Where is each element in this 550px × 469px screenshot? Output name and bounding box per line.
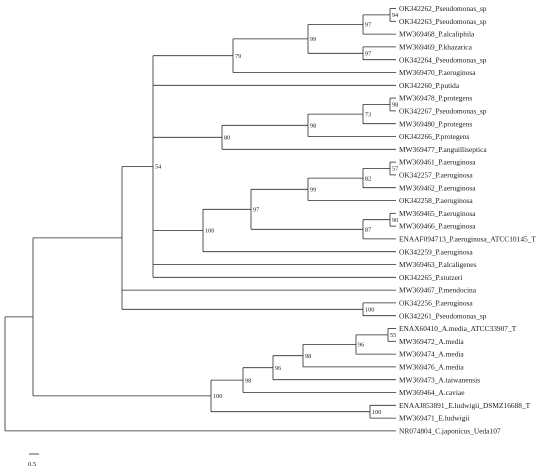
bootstrap-labels: 94 97 97 99 79 98 73 98 80 57 82 99 90 87 97 100 54 100 55…: [155, 12, 398, 416]
bootstrap-value: 87: [365, 227, 371, 234]
tree-branches: [4, 8, 396, 432]
leaf-label: ENAAF094713_P.aeruginosa_ATCC10145_T: [399, 235, 536, 244]
bootstrap-value: 98: [305, 353, 311, 360]
leaf-label: MW369462_P.aeruginosa: [399, 183, 476, 192]
leaf-label: MW369480_P.protegens: [399, 119, 472, 128]
leaf-label: MW369461_P.aeruginosa: [399, 158, 476, 167]
leaf-label: OK342261_Pseudomonas_sp: [399, 311, 487, 320]
bootstrap-value: 98: [245, 377, 251, 384]
bootstrap-value: 99: [310, 187, 316, 194]
leaf-label: MW369474_A.media: [399, 350, 464, 359]
leaf-label: OK342260_P.putida: [399, 81, 460, 90]
leaf-label: MW369470_P.aeruginosa: [399, 68, 476, 77]
scale-bar-label: 0.5: [28, 461, 36, 468]
bootstrap-value: 97: [365, 22, 371, 29]
bootstrap-value: 90: [392, 217, 398, 224]
bootstrap-value: 82: [365, 175, 371, 182]
leaf-label: MW369465_P.aeruginosa: [399, 209, 476, 218]
bootstrap-value: 100: [213, 393, 222, 400]
bootstrap-value: 96: [358, 342, 364, 349]
leaf-label: MW369464_A.caviae: [399, 388, 465, 397]
leaf-label: MW369477_P.anguilliseptica: [399, 145, 487, 154]
leaf-labels: OK342262_Pseudomonas_sp OK342263_Pseudomo…: [399, 4, 536, 435]
bootstrap-value: 96: [275, 365, 281, 372]
leaf-label: NR074804_C.japonicus_Ueda107: [399, 427, 501, 436]
leaf-label: MW369473_A.taiwanensis: [399, 375, 480, 384]
leaf-label: OK342263_Pseudomonas_sp: [399, 17, 487, 26]
bootstrap-value: 100: [205, 228, 214, 235]
leaf-label: OK342262_Pseudomonas_sp: [399, 4, 487, 13]
bootstrap-value: 55: [390, 332, 396, 339]
leaf-label: MW369469_P.khazarica: [399, 43, 473, 52]
leaf-label: ENAX60410_A.media_ATCC33907_T: [399, 324, 517, 333]
bootstrap-value: 57: [392, 166, 398, 173]
leaf-label: MW369471_E.ludwigii: [399, 414, 469, 423]
leaf-label: OK342264_Pseudomonas_sp: [399, 55, 487, 64]
leaf-label: OK342256_P.aeruginosa: [399, 299, 473, 308]
bootstrap-value: 94: [392, 12, 398, 19]
leaf-label: OK342267_Pseudomonas_sp: [399, 107, 487, 116]
leaf-label: MW369476_A.media: [399, 363, 464, 372]
bootstrap-value: 98: [392, 102, 398, 109]
scale-bar: 0.5: [28, 453, 39, 468]
bootstrap-value: 73: [365, 111, 371, 118]
bootstrap-value: 80: [224, 135, 230, 142]
leaf-label: OK342266_P.protegens: [399, 132, 470, 141]
bootstrap-value: 100: [372, 409, 381, 416]
bootstrap-value: 97: [365, 51, 371, 58]
leaf-label: MW369463_P.alcaligenes: [399, 260, 477, 269]
leaf-label: OK342265_P.stutzeri: [399, 273, 462, 282]
leaf-label: MW369468_P.alcaliphila: [399, 30, 475, 39]
leaf-label: ENAAJ853891_E.ludwigii_DSMZ16688_T: [399, 401, 531, 410]
bootstrap-value: 98: [310, 123, 316, 130]
bootstrap-value: 79: [235, 53, 241, 60]
bootstrap-value: 100: [365, 307, 374, 314]
leaf-label: MW369466_P.aeruginosa: [399, 222, 476, 231]
bootstrap-value: 99: [310, 36, 316, 43]
leaf-label: OK342257_P.aeruginosa: [399, 171, 473, 180]
bootstrap-value: 54: [155, 164, 161, 171]
leaf-label: OK342258_P.aeruginosa: [399, 196, 473, 205]
leaf-label: MW369478_P.protegens: [399, 94, 472, 103]
bootstrap-value: 97: [253, 207, 259, 214]
leaf-label: MW369467_P.mendocina: [399, 286, 477, 295]
leaf-label: OK342259_P.aeruginosa: [399, 247, 473, 256]
leaf-label: MW369472_A.media: [399, 337, 464, 346]
